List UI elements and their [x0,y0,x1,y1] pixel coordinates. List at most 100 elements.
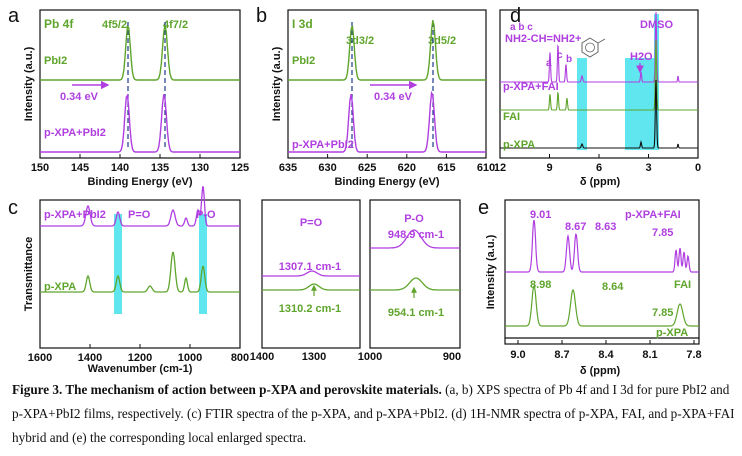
panel-c-inset2-trace-top [370,229,460,249]
xtick-label: 140 [111,162,129,174]
panel-c-inset2-top: 948.9 cm-1 [388,229,444,241]
panel-b-label-top: PbI2 [292,55,315,67]
xtick-label: 1400 [78,352,102,364]
panel-d-xlabel: δ (ppm) [580,176,621,188]
xtick-label: 630 [318,162,336,174]
figure-panels: a Pb 4f 4f5/2 4f7/2 PbI2 0.34 eV p-XPA+P… [8,5,702,377]
panel-c: c p-XPA+PbI2 P=O P-O p-XPA Transmittance… [8,186,461,375]
panel-c-inset1-top: 1307.1 cm-1 [279,261,341,273]
panel-a-xticks: 150 145 140 135 130 125 [31,154,249,174]
caption-text: (a, b) XPS spectra of Pb 4f and I 3d for… [12,382,735,445]
panel-a-trace-bottom [40,93,240,153]
xtick-label: 1000 [178,352,202,364]
panel-d-trace-mid [500,39,698,111]
panel-c-inset1-trace-top [262,270,360,277]
panel-c-band2: P-O [196,209,216,221]
panel-b-peak-right: 3d5/2 [428,35,456,47]
xtick-label: 625 [358,162,376,174]
panel-letter-c: c [8,197,18,219]
panel-e-label-bottom: p-XPA [656,327,688,339]
panel-c-inset1-frame [261,199,361,349]
panel-d-xticks: 12 9 6 3 0 [494,154,701,174]
panel-d-peak-c: c [557,50,563,61]
panel-letter-e: e [478,197,489,219]
panel-c-inset1-bottom: 1310.2 cm-1 [279,303,341,315]
xtick-label: 620 [398,162,416,174]
panel-d-water: H2O [630,51,653,63]
panel-a-ylabel: Intensity (a.u.) [23,46,35,121]
panel-a: a Pb 4f 4f5/2 4f7/2 PbI2 0.34 eV p-XPA+P… [8,5,249,188]
xtick-label: 9 [546,162,552,174]
panel-e-mid-peak-2: 8.64 [602,281,624,293]
panel-a-frame [39,9,241,159]
panel-c-inset2-title: P-O [404,213,424,225]
panel-c-inset2-trace-bottom [370,277,460,291]
panel-c-inset2-xtick-2: 900 [443,351,461,363]
panel-a-label-top: PbI2 [44,55,67,67]
panel-a-peak-right: 4f7/2 [163,19,188,31]
panel-e-ylabel: Intensity (a.u.) [485,234,497,309]
panel-c-inset2-frame [369,199,461,349]
panel-c-ylabel: Transmittance [23,237,35,312]
panel-c-inset1-title: P=O [300,217,323,229]
panel-letter-d: d [510,5,521,27]
panel-e-xticks: 9.0 8.7 8.4 8.1 7.8 [510,340,702,361]
panel-c-band1: P=O [128,209,151,221]
panel-e: e 9.01 8.67 8.63 p-XPA+FAI 7.85 8.98 8.6… [478,197,702,377]
xtick-label: 7.8 [686,349,701,361]
panel-c-inset1-trace-bottom [262,283,360,291]
xtick-label: 635 [279,162,297,174]
panel-b-trace-top [288,20,486,81]
panel-a-label-bottom: p-XPA+PbI2 [44,127,106,139]
panel-b-shift: 0.34 eV [374,91,413,103]
panel-e-label-mid: FAI [674,279,691,291]
panel-e-trace-top [505,219,699,273]
panel-c-inset2-xtick-1: 1000 [358,351,382,363]
panel-c-inset1-xtick-2: 1300 [302,351,326,363]
panel-c-xlabel: Wavenumber (cm-1) [88,363,193,375]
xtick-label: 8.7 [554,349,569,361]
panel-c-xticks: 1600 1400 1200 1000 800 [28,344,249,364]
panel-b-frame [287,9,487,159]
panel-a-peak-left: 4f5/2 [102,19,127,31]
panel-c-trace-bottom [40,251,240,293]
xtick-label: 12 [494,162,506,174]
panel-c-label-bottom: p-XPA [44,281,76,293]
caption-label: Figure 3. The mechanism of action betwee… [12,382,442,397]
panel-a-shift: 0.34 eV [60,91,99,103]
figure-caption: Figure 3. The mechanism of action betwee… [12,378,736,450]
panel-b-ylabel: Intensity (a.u.) [271,46,283,121]
panel-c-frame [39,199,241,349]
panel-e-trace-mid [505,284,699,327]
panel-c-label-top: p-XPA+PbI2 [44,209,106,221]
xtick-label: 145 [71,162,89,174]
xtick-label: 150 [31,162,49,174]
panel-e-peak-2: 8.67 [565,221,586,233]
panel-b-title: I 3d [292,17,313,31]
panel-b-xticks: 635 630 625 620 615 610 [279,154,495,174]
panel-c-highlight-1 [114,214,122,314]
xtick-label: 130 [191,162,209,174]
panel-b: b I 3d 3d3/2 3d5/2 PbI2 0.34 eV p-XPA+Pb… [256,5,495,188]
panel-letter-a: a [8,5,20,27]
panel-b-trace-bottom [288,90,486,153]
panel-c-trace-top [40,186,240,227]
xtick-label: 135 [151,162,169,174]
xtick-label: 9.0 [510,349,525,361]
panel-d-trace-top [500,11,698,83]
panel-d-label-bottom: p-XPA [503,139,535,151]
panel-e-peak-1: 9.01 [530,209,551,221]
xtick-label: 6 [596,162,602,174]
panel-e-label-top: p-XPA+FAI [625,209,681,221]
panel-e-mid-peak-3: 7.85 [652,307,673,319]
panel-c-inset2-bottom: 954.1 cm-1 [388,307,444,319]
xtick-label: 800 [231,352,249,364]
panel-letter-b: b [256,5,267,27]
panel-e-peak-4: 7.85 [652,227,673,239]
panel-a-trace-top [40,24,240,81]
panel-d-highlight-1 [577,58,587,150]
panel-b-xlabel: Binding Energy (eV) [334,176,439,188]
panel-e-mid-peak-1: 8.98 [530,279,551,291]
panel-e-peak-3: 8.63 [595,221,616,233]
xtick-label: 125 [231,162,249,174]
